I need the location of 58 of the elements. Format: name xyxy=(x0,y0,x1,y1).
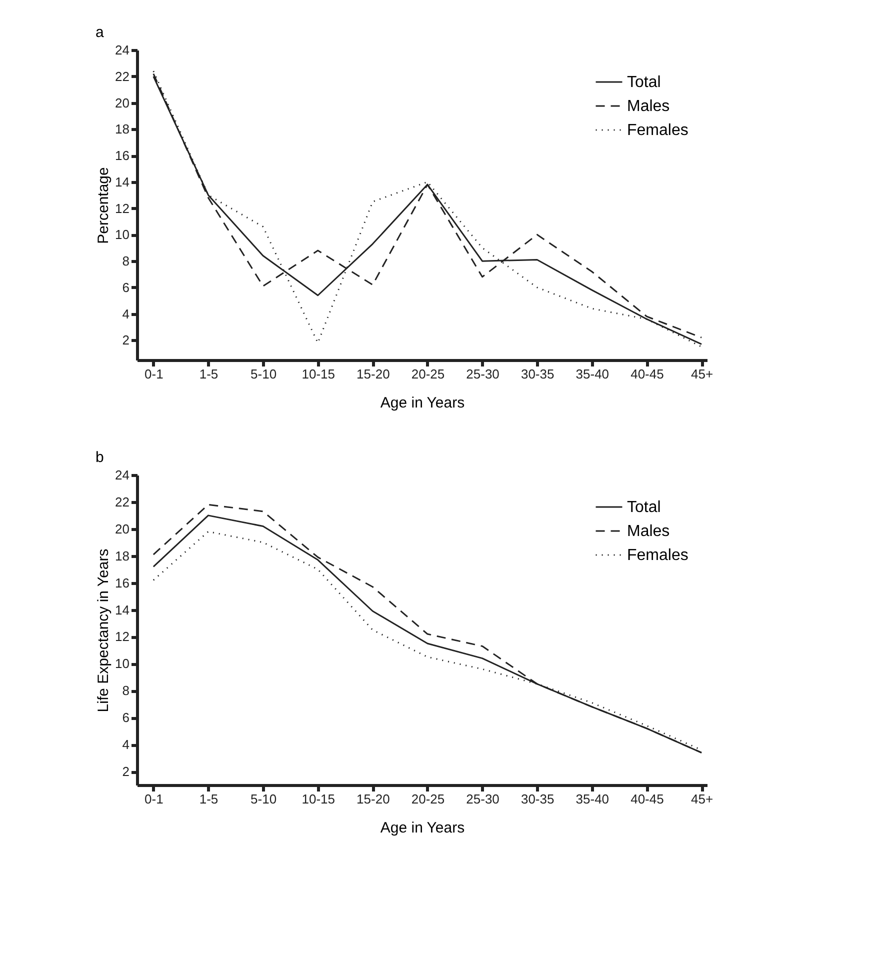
chart-title: b xyxy=(96,449,104,466)
x-tick-label: 30-35 xyxy=(520,366,554,382)
x-tick-label: 35-40 xyxy=(576,366,610,382)
y-tick-label: 18 xyxy=(115,548,130,564)
x-tick-label: 45+ xyxy=(690,366,714,382)
x-tick-label: 20-25 xyxy=(411,792,445,806)
x-tick-label: 5-10 xyxy=(250,366,277,382)
x-tick-label: 45+ xyxy=(690,792,714,806)
y-tick-label: 6 xyxy=(122,280,130,295)
x-tick-label: 15-20 xyxy=(356,792,390,806)
y-tick-label: 12 xyxy=(115,200,130,216)
legend-label: Females xyxy=(627,122,688,139)
y-tick-label: 14 xyxy=(115,174,130,190)
y-tick-label: 20 xyxy=(115,95,130,110)
y-tick-label: 2 xyxy=(122,332,130,348)
legend-label: Males xyxy=(627,98,670,115)
y-axis-title: Life Expectancy in Years xyxy=(95,548,112,712)
y-tick-label: 4 xyxy=(122,306,130,322)
y-tick-label: 16 xyxy=(115,148,130,164)
legend-label: Males xyxy=(627,523,670,540)
x-tick-label: 1-5 xyxy=(199,792,218,806)
x-tick-label: 35-40 xyxy=(576,792,610,806)
x-tick-label: 0-1 xyxy=(144,792,164,806)
y-tick-label: 24 xyxy=(115,468,130,482)
x-axis-title: Age in Years xyxy=(380,820,465,836)
x-tick-label: 20-25 xyxy=(411,366,445,382)
legend-label: Total xyxy=(627,74,661,91)
chart-title: a xyxy=(96,24,105,41)
y-tick-label: 14 xyxy=(115,602,130,618)
x-axis-title: Age in Years xyxy=(380,394,465,412)
x-tick-label: 10-15 xyxy=(302,792,335,806)
y-tick-label: 24 xyxy=(115,42,130,58)
x-tick-label: 1-5 xyxy=(199,366,218,382)
x-tick-label: 30-35 xyxy=(520,792,554,806)
x-tick-label: 25-30 xyxy=(466,792,500,806)
y-tick-label: 8 xyxy=(122,683,130,698)
y-tick-label: 12 xyxy=(115,629,130,644)
y-tick-label: 22 xyxy=(115,68,130,84)
y-tick-label: 2 xyxy=(122,764,130,780)
y-tick-label: 4 xyxy=(122,737,130,752)
y-tick-label: 16 xyxy=(115,575,130,590)
x-tick-label: 40-45 xyxy=(630,366,664,382)
y-tick-label: 18 xyxy=(115,122,130,137)
legend-label: Total xyxy=(627,499,661,516)
y-tick-label: 20 xyxy=(115,521,130,536)
x-tick-label: 25-30 xyxy=(466,366,500,382)
x-tick-label: 15-20 xyxy=(356,366,390,382)
y-tick-label: 10 xyxy=(115,656,130,672)
x-tick-label: 40-45 xyxy=(630,792,664,806)
x-tick-label: 5-10 xyxy=(250,792,277,806)
y-tick-label: 8 xyxy=(122,254,130,269)
y-tick-label: 10 xyxy=(115,227,130,242)
y-tick-label: 22 xyxy=(115,494,130,510)
legend-label: Females xyxy=(627,547,688,564)
y-tick-label: 6 xyxy=(122,710,130,726)
x-tick-label: 10-15 xyxy=(302,366,335,382)
x-tick-label: 0-1 xyxy=(144,366,164,382)
y-axis-title: Percentage xyxy=(95,167,112,244)
